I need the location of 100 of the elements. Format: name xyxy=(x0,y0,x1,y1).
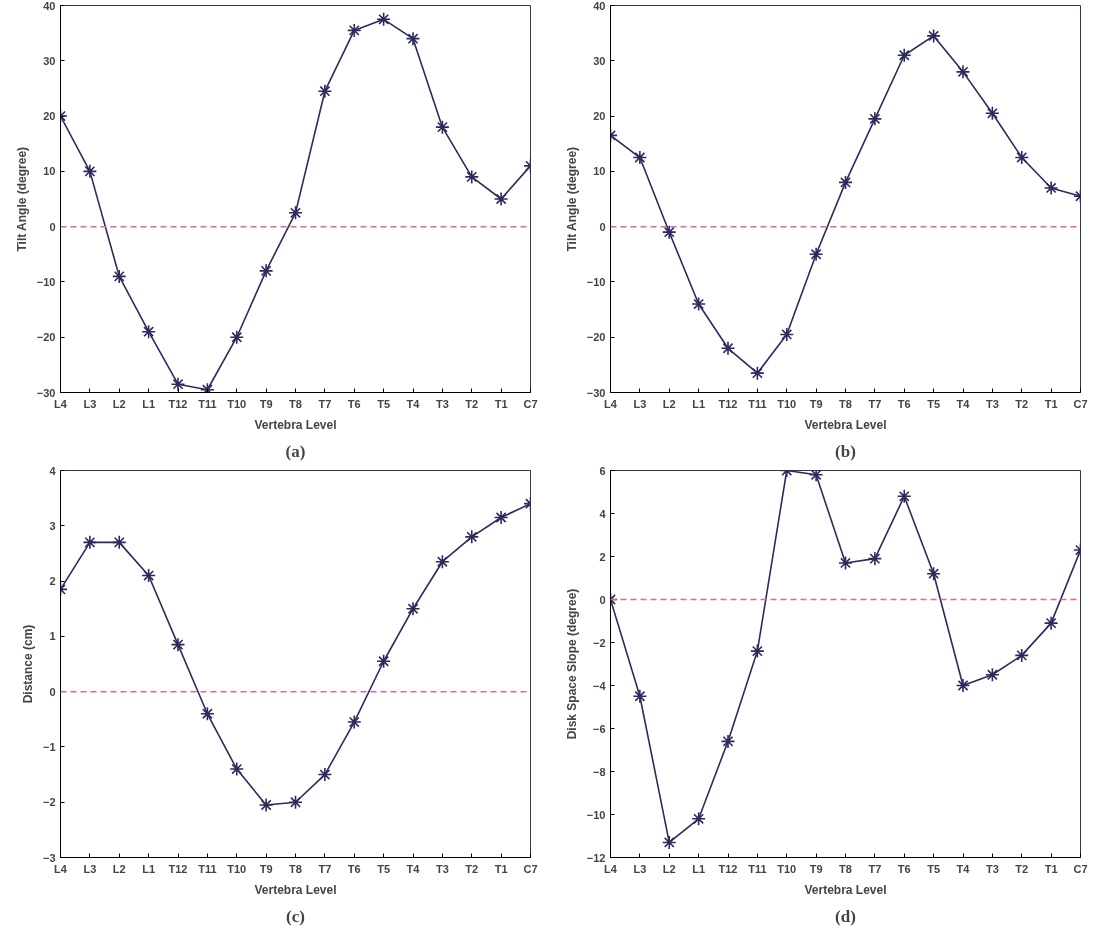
y-axis-title: Disk Space Slope (degree) xyxy=(564,588,579,740)
x-tick-label: L3 xyxy=(83,397,97,410)
x-tick-label: T2 xyxy=(1015,862,1029,875)
y-tick-label: 40 xyxy=(43,0,56,12)
x-tick-label: L1 xyxy=(692,397,706,410)
x-tick-label: T9 xyxy=(259,397,273,410)
x-tick-label: T1 xyxy=(1044,397,1058,410)
y-tick-label: −1 xyxy=(42,740,56,753)
x-tick-label: L4 xyxy=(604,862,618,875)
x-tick-label: L3 xyxy=(633,397,647,410)
x-tick-label: T5 xyxy=(377,397,391,410)
x-axis-title: Vertebra Level xyxy=(804,882,887,897)
x-tick-label: T1 xyxy=(494,397,508,410)
x-tick-label: T1 xyxy=(1044,862,1058,875)
y-tick-label: 0 xyxy=(49,220,56,233)
y-tick-label: −10 xyxy=(586,808,606,821)
y-tick-label: 0 xyxy=(599,220,606,233)
y-axis-title: Distance (cm) xyxy=(20,624,35,704)
y-tick-label: 40 xyxy=(593,0,606,12)
text: (c) xyxy=(286,906,305,926)
x-tick-label: L4 xyxy=(54,397,68,410)
x-tick-label: T11 xyxy=(198,397,217,410)
x-tick-label: T11 xyxy=(748,397,767,410)
x-tick-label: L2 xyxy=(662,397,676,410)
y-axis-title: Tilt Angle (degree) xyxy=(14,146,29,252)
y-tick-label: 4 xyxy=(49,464,57,477)
text: (d) xyxy=(835,906,856,926)
x-tick-label: T12 xyxy=(168,862,188,875)
x-axis-title: Vertebra Level xyxy=(804,417,887,432)
x-tick-label: T1 xyxy=(494,862,508,875)
x-tick-label: C7 xyxy=(523,862,538,875)
y-tick-label: 6 xyxy=(599,464,606,477)
x-tick-label: L2 xyxy=(112,862,126,875)
x-tick-label: T4 xyxy=(406,862,421,875)
x-tick-label: T10 xyxy=(227,862,247,875)
y-tick-label: 10 xyxy=(593,165,606,178)
x-tick-label: T12 xyxy=(718,397,738,410)
x-tick-label: T7 xyxy=(868,862,882,875)
y-tick-label: 2 xyxy=(49,575,56,588)
x-tick-label: T8 xyxy=(839,397,852,410)
x-tick-label: L2 xyxy=(662,862,676,875)
x-tick-label: C7 xyxy=(1073,862,1088,875)
x-tick-label: T3 xyxy=(435,862,449,875)
x-tick-label: L1 xyxy=(142,397,156,410)
x-tick-label: L3 xyxy=(633,862,647,875)
x-tick-label: T9 xyxy=(809,397,823,410)
x-tick-label: T10 xyxy=(777,862,797,875)
x-tick-label: T6 xyxy=(347,862,361,875)
y-tick-label: 30 xyxy=(593,54,606,67)
y-tick-label: 10 xyxy=(43,165,56,178)
y-tick-label: 20 xyxy=(43,110,56,123)
x-tick-label: T10 xyxy=(227,397,247,410)
y-tick-label: 30 xyxy=(43,54,56,67)
y-tick-label: −12 xyxy=(586,851,606,864)
x-tick-label: T2 xyxy=(465,397,479,410)
x-tick-label: T6 xyxy=(897,397,911,410)
x-tick-label: T12 xyxy=(718,862,738,875)
x-tick-label: T7 xyxy=(868,397,882,410)
x-tick-label: L1 xyxy=(142,862,156,875)
x-tick-label: T8 xyxy=(289,862,302,875)
x-axis-title: Vertebra Level xyxy=(254,882,337,897)
x-tick-label: T10 xyxy=(777,397,797,410)
x-tick-label: T7 xyxy=(318,862,332,875)
x-tick-label: T3 xyxy=(435,397,449,410)
y-tick-label: −20 xyxy=(36,331,56,344)
x-axis-title: Vertebra Level xyxy=(254,417,337,432)
y-tick-label: −8 xyxy=(592,765,606,778)
x-tick-label: L2 xyxy=(112,397,126,410)
x-tick-label: C7 xyxy=(523,397,538,410)
x-tick-label: C7 xyxy=(1073,397,1088,410)
x-tick-label: T11 xyxy=(198,862,217,875)
x-tick-label: T11 xyxy=(748,862,767,875)
x-tick-label: T5 xyxy=(377,862,391,875)
x-tick-label: T5 xyxy=(927,397,941,410)
x-tick-label: T12 xyxy=(168,397,188,410)
x-tick-label: T7 xyxy=(318,397,332,410)
x-tick-label: L4 xyxy=(54,862,68,875)
x-tick-label: L3 xyxy=(83,862,97,875)
y-tick-label: −10 xyxy=(586,275,606,288)
y-tick-label: −10 xyxy=(36,275,56,288)
x-tick-label: T8 xyxy=(289,397,302,410)
y-tick-label: −2 xyxy=(592,636,606,649)
y-tick-label: 0 xyxy=(49,685,56,698)
y-tick-label: −30 xyxy=(36,386,56,399)
y-tick-label: −2 xyxy=(42,796,56,809)
x-tick-label: T6 xyxy=(347,397,361,410)
y-tick-label: −30 xyxy=(586,386,606,399)
text: (a) xyxy=(285,441,306,461)
y-tick-label: −4 xyxy=(592,679,607,692)
y-tick-label: 2 xyxy=(599,550,606,563)
y-tick-label: 4 xyxy=(599,507,607,520)
x-tick-label: L4 xyxy=(604,397,618,410)
x-tick-label: T2 xyxy=(465,862,479,875)
x-tick-label: T3 xyxy=(985,862,999,875)
y-tick-label: −20 xyxy=(586,331,606,344)
x-tick-label: L1 xyxy=(692,862,706,875)
y-axis-title: Tilt Angle (degree) xyxy=(564,146,579,252)
y-tick-label: −3 xyxy=(42,851,56,864)
x-tick-label: T6 xyxy=(897,862,911,875)
x-tick-label: T5 xyxy=(927,862,941,875)
